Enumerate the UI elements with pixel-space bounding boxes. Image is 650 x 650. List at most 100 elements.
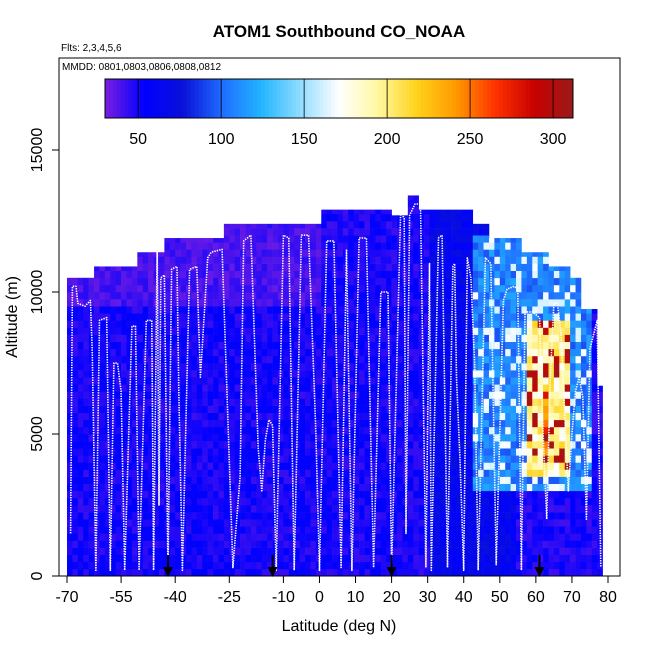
heat-cell	[315, 270, 322, 279]
colorbar-tick-label: 250	[457, 131, 484, 148]
heat-cell	[418, 526, 425, 534]
heat-cell	[375, 448, 382, 456]
heat-cell	[67, 561, 73, 570]
heat-cell	[451, 277, 457, 286]
heat-cell	[261, 277, 268, 286]
heat-cell	[88, 398, 95, 406]
heat-cell	[234, 320, 241, 328]
heat-cell	[272, 476, 279, 484]
heat-cell	[94, 391, 100, 399]
heat-cell	[537, 348, 544, 357]
heat-cell	[202, 341, 208, 350]
heat-cell	[131, 419, 138, 428]
heat-cell	[548, 377, 555, 385]
heat-cell	[272, 483, 279, 492]
heat-cell	[483, 533, 490, 541]
heat-cell	[213, 334, 219, 342]
heat-cell	[478, 561, 484, 570]
heat-cell	[429, 412, 436, 421]
heat-cell	[488, 547, 495, 555]
heat-cell	[543, 313, 549, 321]
heat-cell	[186, 277, 192, 286]
heat-cell	[478, 306, 484, 314]
heat-cell	[77, 533, 84, 541]
heat-cell	[67, 568, 73, 577]
heat-cell	[505, 469, 511, 477]
heat-cell	[131, 455, 138, 463]
heat-cell	[67, 299, 73, 307]
heat-cell	[321, 256, 327, 264]
heat-cell	[445, 469, 452, 477]
heat-cell	[543, 299, 549, 307]
heat-cell	[310, 334, 317, 342]
heat-cell	[310, 490, 317, 499]
heat-cell	[483, 497, 490, 506]
heat-cell	[434, 242, 441, 250]
heat-cell	[83, 540, 89, 548]
heat-cell	[413, 334, 419, 342]
heat-cell	[521, 441, 528, 449]
colorbar-segment	[225, 79, 231, 118]
heat-cell	[510, 238, 517, 243]
heat-cell	[348, 533, 355, 541]
heat-cell	[488, 526, 495, 534]
heat-cell	[369, 483, 376, 492]
heat-cell	[369, 292, 376, 300]
heat-cell	[115, 554, 122, 563]
heat-cell	[461, 561, 468, 570]
heat-cell	[99, 334, 106, 342]
y-tick-label: 15000	[29, 128, 46, 173]
heat-cell	[483, 391, 490, 399]
heat-cell	[472, 505, 479, 513]
heat-cell	[375, 341, 382, 350]
heat-cell	[526, 469, 533, 477]
heat-cell	[218, 419, 225, 428]
heat-cell	[532, 405, 538, 413]
heat-cell	[250, 398, 257, 406]
heat-cell	[175, 547, 181, 555]
heat-cell	[180, 497, 187, 506]
heat-cell	[424, 277, 430, 286]
heat-cell	[359, 526, 365, 534]
colorbar-tick-label: 100	[208, 131, 235, 148]
heat-cell	[472, 306, 479, 314]
heat-cell	[564, 526, 571, 534]
heat-cell	[418, 313, 425, 321]
heat-cell	[516, 547, 522, 555]
heat-cell	[288, 249, 295, 257]
heat-cell	[380, 455, 387, 463]
heat-cell	[397, 519, 403, 527]
heat-cell	[180, 341, 187, 350]
heat-cell	[72, 469, 79, 477]
heat-cell	[137, 370, 144, 378]
heat-cell	[483, 235, 490, 243]
heat-cell	[305, 370, 311, 378]
heat-cell	[526, 455, 533, 463]
colorbar-segment	[128, 79, 133, 118]
heat-cell	[180, 284, 187, 293]
heat-cell	[223, 455, 230, 463]
heat-cell	[272, 469, 279, 477]
heat-cell	[229, 391, 236, 399]
heat-cell	[288, 547, 295, 555]
heat-cell	[294, 284, 300, 293]
heat-cell	[505, 238, 511, 243]
heat-cell	[516, 249, 522, 257]
heat-cell	[413, 540, 419, 548]
heat-cell	[364, 419, 371, 428]
heat-cell	[597, 434, 603, 442]
heat-cell	[407, 512, 414, 520]
heat-cell	[261, 519, 268, 527]
heat-cell	[213, 391, 219, 399]
heat-cell	[153, 384, 160, 392]
heat-cell	[186, 483, 192, 492]
heat-cell	[564, 370, 571, 378]
heat-cell	[94, 540, 100, 548]
heat-cell	[424, 292, 430, 300]
heat-cell	[283, 554, 290, 563]
heat-cell	[115, 441, 122, 449]
heat-cell	[553, 540, 560, 548]
heat-cell	[321, 462, 327, 470]
heat-cell	[207, 512, 214, 520]
heat-cell	[305, 419, 311, 428]
